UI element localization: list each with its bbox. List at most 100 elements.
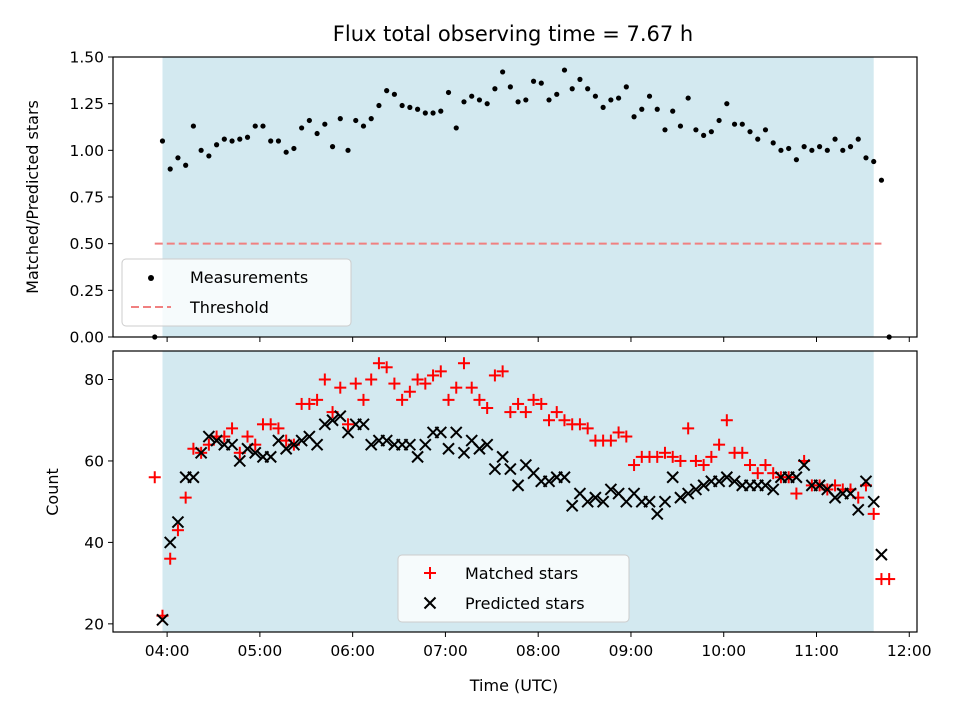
measurement-point [592, 93, 599, 99]
predicted-star-point-b [457, 446, 471, 460]
predicted-star-point [759, 479, 772, 492]
predicted-star-point-b [697, 479, 710, 492]
measurement-point [855, 136, 861, 142]
predicted-star-point [720, 471, 734, 484]
measurement-point [337, 116, 343, 122]
predicted-star-point-b [666, 471, 679, 484]
measurement-point [801, 144, 807, 150]
bottom-y-tick-label: 20 [84, 615, 104, 633]
predicted-star-point [334, 409, 347, 423]
measurement-point [469, 93, 475, 99]
matched-star-point [628, 459, 641, 472]
measurement-point [832, 136, 838, 142]
matched-star-point [744, 459, 757, 472]
predicted-star-point [666, 471, 679, 484]
predicted-star-point-b [558, 471, 571, 484]
predicted-star-point [589, 491, 602, 504]
bottom-y-tick-label: 80 [84, 371, 104, 389]
measurement-point [345, 147, 351, 153]
predicted-star-point-b [225, 438, 239, 451]
predicted-star-point-b [674, 491, 687, 504]
predicted-star-point [411, 450, 424, 464]
predicted-star-point-b [287, 438, 301, 451]
predicted-star-point [156, 613, 169, 626]
predicted-star-point [450, 426, 463, 439]
predicted-star-point-b [527, 466, 540, 480]
predicted-star-point-b [612, 487, 625, 500]
predicted-star-point-b [828, 491, 842, 504]
measurement-point [167, 166, 173, 172]
matched-star-point [527, 393, 540, 406]
predicted-star-point [790, 471, 803, 484]
predicted-star-point-b [875, 548, 888, 561]
predicted-star-point-b [867, 495, 880, 508]
predicted-star-point-b [488, 462, 502, 476]
measurement-point [878, 177, 885, 183]
predicted-star-point-b [210, 434, 223, 447]
predicted-star-point [581, 495, 594, 508]
predicted-star-point-b [844, 487, 857, 500]
top-y-tick-label: 1.00 [69, 142, 104, 160]
matched-star-point [179, 491, 192, 504]
top-y-tick-label: 1.50 [69, 49, 104, 67]
x-tick-label: 06:00 [330, 642, 375, 660]
measurement-point [384, 88, 390, 94]
predicted-star-point-b [797, 458, 811, 472]
predicted-star-point-b [202, 430, 216, 443]
predicted-star-point [225, 438, 239, 451]
measurement-point [206, 153, 212, 159]
predicted-star-point-b [813, 479, 826, 492]
predicted-star-point-b [241, 442, 254, 455]
bottom-legend-box [397, 554, 630, 623]
predicted-star-point-b [627, 487, 641, 500]
measurement-point [716, 117, 722, 124]
top-y-tick-label: 0.50 [69, 235, 104, 253]
predicted-star-point-b [728, 475, 741, 488]
predicted-star-point [867, 495, 880, 508]
matched-star-point [751, 467, 764, 480]
x-axis-label: Time (UTC) [469, 676, 558, 695]
predicted-star-point-b [164, 536, 177, 549]
x-tick-label: 08:00 [516, 642, 561, 660]
predicted-star-point [767, 483, 780, 496]
measurement-point [244, 134, 251, 140]
predicted-star-point [566, 499, 579, 512]
legend-predicted-label: Predicted stars [465, 594, 585, 613]
matched-star-point [226, 422, 239, 435]
legend-predicted-marker [423, 596, 437, 610]
measurement-point [724, 101, 730, 107]
measurement-point [585, 86, 591, 92]
matched-star-point [473, 393, 486, 406]
matched-star-point [867, 507, 880, 520]
matched-star-point [612, 426, 625, 439]
measurement-point [554, 91, 560, 97]
matched-star-point [558, 414, 571, 427]
measurement-point [561, 67, 568, 73]
matched-star-point [705, 450, 718, 463]
measurement-point [538, 80, 544, 86]
predicted-star-point-b [233, 454, 246, 468]
legend-cross-b [423, 596, 437, 610]
measurement-point [786, 145, 792, 152]
matched-star-point [496, 365, 509, 378]
measurement-point [577, 76, 583, 82]
measurement-point [631, 114, 637, 120]
predicted-star-point-b [651, 507, 664, 521]
predicted-star-point-b [264, 450, 277, 464]
predicted-star-point-b [542, 475, 556, 488]
predicted-star-point [480, 438, 494, 451]
matched-star-point [682, 422, 695, 435]
predicted-star-point-b [310, 438, 324, 451]
measurement-point [863, 155, 869, 161]
top-y-tick-label: 0.75 [69, 189, 104, 207]
measurement-point [871, 158, 877, 165]
predicted-star-point [813, 479, 826, 492]
measurement-point [747, 129, 753, 135]
measurement-point [762, 127, 769, 133]
measurement-point [252, 123, 258, 129]
matched-star-point [519, 406, 532, 419]
legend-plus [424, 567, 436, 579]
matched-star-point [651, 450, 664, 463]
measurement-point [755, 136, 761, 142]
